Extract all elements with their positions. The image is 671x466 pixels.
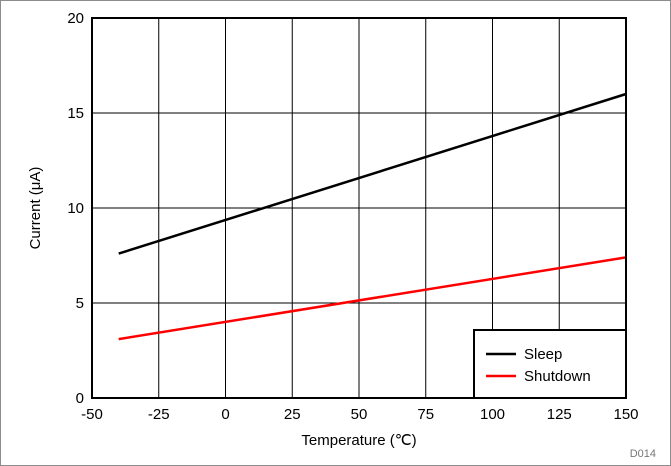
legend-box xyxy=(473,329,627,399)
y-tick-label: 15 xyxy=(67,105,84,122)
y-axis-ticks: 0 5 10 15 20 xyxy=(67,10,84,407)
x-tick-label: -25 xyxy=(148,406,170,423)
legend-label-shutdown: Shutdown xyxy=(524,368,591,385)
x-axis-ticks: -50 -25 0 25 50 75 100 125 150 xyxy=(81,406,638,423)
x-tick-label: 100 xyxy=(480,406,505,423)
x-tick-label: 150 xyxy=(613,406,638,423)
plot-area-border xyxy=(91,17,627,399)
x-tick-label: 0 xyxy=(221,406,229,423)
y-tick-label: 20 xyxy=(67,10,84,27)
series-layer xyxy=(118,92,627,341)
y-tick-label: 5 xyxy=(76,295,84,312)
x-axis-title: Temperature (℃) xyxy=(301,432,416,449)
y-tick-label: 0 xyxy=(76,390,84,407)
x-tick-label: -50 xyxy=(81,406,103,423)
x-tick-label: 25 xyxy=(284,406,301,423)
series-line-sleep xyxy=(118,92,627,255)
x-tick-label: 50 xyxy=(351,406,368,423)
x-tick-label: 75 xyxy=(417,406,434,423)
legend: Sleep Shutdown xyxy=(473,329,627,399)
legend-label-sleep: Sleep xyxy=(524,346,562,363)
y-axis-title: Current (μA) xyxy=(27,167,44,250)
figure-id: D014 xyxy=(630,448,656,460)
x-tick-label: 125 xyxy=(547,406,572,423)
series-line-shutdown xyxy=(118,256,627,341)
y-tick-label: 10 xyxy=(67,200,84,217)
